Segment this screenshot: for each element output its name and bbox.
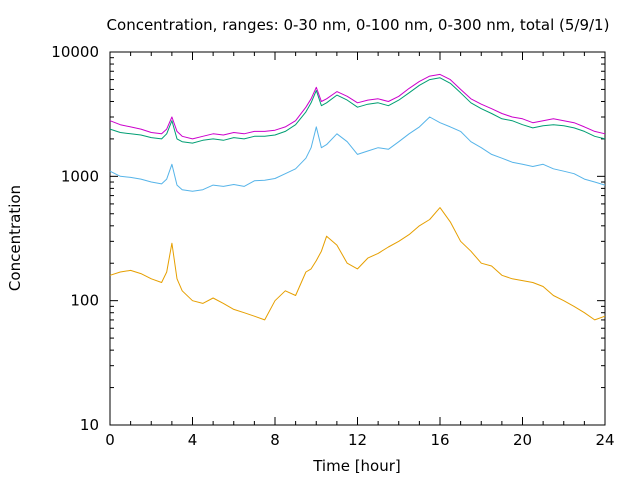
- y-axis-label: Concentration: [6, 185, 24, 291]
- series-line: [109, 116, 606, 192]
- y-tick-label: 100: [70, 292, 99, 310]
- series-line: [109, 73, 606, 140]
- axis-ticks: 0 4 8 12 16 20 24 10 100 1000 10000: [51, 43, 614, 449]
- chart-title: Concentration, ranges: 0-30 nm, 0-100 nm…: [107, 16, 610, 34]
- series-line: [109, 207, 606, 321]
- x-tick-label: 8: [270, 431, 280, 449]
- y-tick-label: 10: [80, 416, 99, 434]
- x-tick-label: 20: [513, 431, 532, 449]
- series-line: [109, 77, 606, 144]
- x-tick-label: 16: [430, 431, 449, 449]
- x-tick-label: 0: [105, 431, 115, 449]
- plot-frame: [109, 51, 606, 426]
- y-tick-label: 10000: [51, 43, 99, 61]
- y-tick-label: 1000: [61, 167, 99, 185]
- x-axis-label: Time [hour]: [312, 457, 401, 475]
- x-tick-label: 4: [188, 431, 198, 449]
- x-tick-label: 24: [595, 431, 614, 449]
- series-lines: [109, 73, 606, 321]
- x-tick-label: 12: [348, 431, 367, 449]
